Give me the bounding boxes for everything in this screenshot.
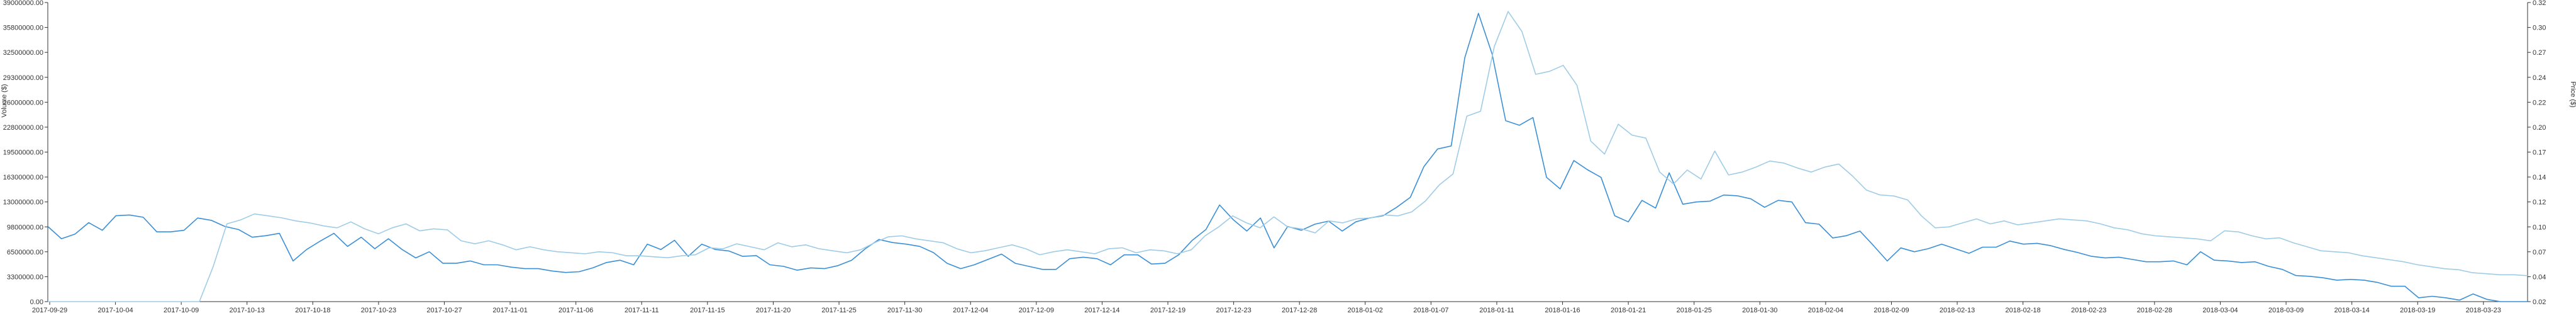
right-tick-label: 0.17 — [2533, 149, 2546, 157]
x-tick-label: 2017-11-25 — [821, 307, 856, 314]
x-tick-label: 2017-10-23 — [361, 307, 396, 314]
x-tick-label: 2018-01-02 — [1348, 307, 1383, 314]
left-tick-label: 3300000.00 — [7, 273, 43, 281]
right-tick-label: 0.30 — [2533, 25, 2546, 32]
left-tick-label: 0.00 — [30, 298, 43, 306]
right-axis-label: Price ($) — [2569, 81, 2576, 108]
right-tick-label: 0.04 — [2533, 273, 2546, 281]
series-group — [47, 11, 2528, 302]
x-tick-label: 2017-09-29 — [32, 307, 67, 314]
x-tick-label: 2018-01-21 — [1611, 307, 1646, 314]
right-tick-label: 0.22 — [2533, 99, 2546, 106]
left-tick-label: 9800000.00 — [7, 224, 43, 231]
x-tick-label: 2017-10-04 — [97, 307, 133, 314]
right-tick-label: 0.14 — [2533, 174, 2546, 181]
x-tick-label: 2018-02-23 — [2071, 307, 2106, 314]
price-series-line — [48, 11, 2528, 302]
right-axis-ticks: 0.02 0.04 0.07 0.10 0.12 0.14 0.17 0.20 0.22 0.24… — [2528, 0, 2546, 306]
x-tick-label: 2017-11-06 — [558, 307, 593, 314]
x-tick-label: 2018-01-07 — [1413, 307, 1448, 314]
right-tick-label: 0.27 — [2533, 49, 2546, 57]
left-tick-label: 13000000.00 — [3, 199, 43, 207]
x-tick-label: 2018-02-04 — [1808, 307, 1843, 314]
x-tick-label: 2017-10-13 — [230, 307, 265, 314]
x-tick-label: 2018-03-09 — [2268, 307, 2304, 314]
x-tick-label: 2018-02-13 — [1940, 307, 1975, 314]
right-tick-label: 0.10 — [2533, 224, 2546, 231]
x-tick-label: 2018-03-23 — [2466, 307, 2501, 314]
x-tick-label: 2017-12-28 — [1282, 307, 1317, 314]
x-tick-label: 2018-01-30 — [1742, 307, 1777, 314]
left-tick-label: 16300000.00 — [3, 174, 43, 181]
x-tick-label: 2017-10-27 — [426, 307, 462, 314]
left-tick-label: 39000000.00 — [3, 0, 43, 7]
x-tick-label: 2017-11-01 — [492, 307, 527, 314]
x-tick-label: 2017-12-23 — [1216, 307, 1251, 314]
right-tick-label: 0.07 — [2533, 249, 2546, 256]
left-tick-label: 6500000.00 — [7, 249, 43, 256]
x-tick-label: 2018-02-28 — [2137, 307, 2172, 314]
left-axis-ticks: 0.00 3300000.00 6500000.00 9800000.00 130000… — [3, 0, 48, 306]
x-tick-label: 2018-01-11 — [1479, 307, 1514, 314]
left-tick-label: 26000000.00 — [3, 99, 43, 106]
x-tick-label: 2017-12-04 — [953, 307, 988, 314]
x-tick-label: 2018-03-14 — [2334, 307, 2369, 314]
x-tick-label: 2018-02-09 — [1874, 307, 1909, 314]
x-tick-label: 2018-01-25 — [1677, 307, 1712, 314]
left-tick-label: 29300000.00 — [3, 74, 43, 82]
left-tick-label: 35800000.00 — [3, 25, 43, 32]
volume-series-line — [47, 13, 2528, 302]
x-tick-label: 2017-10-09 — [164, 307, 199, 314]
left-tick-label: 32500000.00 — [3, 49, 43, 57]
x-tick-label: 2018-03-04 — [2202, 307, 2238, 314]
x-tick-label: 2017-10-18 — [295, 307, 330, 314]
x-tick-label: 2018-01-16 — [1545, 307, 1580, 314]
x-tick-label: 2017-11-20 — [756, 307, 791, 314]
right-tick-label: 0.32 — [2533, 0, 2546, 7]
x-tick-label: 2017-12-19 — [1150, 307, 1185, 314]
right-tick-label: 0.02 — [2533, 298, 2546, 306]
x-tick-label: 2017-11-15 — [690, 307, 724, 314]
x-tick-label: 2018-03-19 — [2400, 307, 2435, 314]
left-tick-label: 22800000.00 — [3, 124, 43, 132]
left-axis-label: Volume ($) — [1, 84, 8, 117]
x-tick-label: 2017-12-09 — [1019, 307, 1054, 314]
right-tick-label: 0.12 — [2533, 199, 2546, 207]
x-axis-ticks: 2017-09-29 2017-10-04 2017-10-09 2017-10-13… — [32, 302, 2501, 314]
x-tick-label: 2018-02-18 — [2006, 307, 2041, 314]
right-tick-label: 0.24 — [2533, 74, 2546, 82]
x-tick-label: 2017-12-14 — [1084, 307, 1119, 314]
left-tick-label: 19500000.00 — [3, 149, 43, 157]
x-tick-label: 2017-11-30 — [887, 307, 922, 314]
x-tick-label: 2017-11-11 — [625, 307, 659, 314]
right-tick-label: 0.20 — [2533, 124, 2546, 132]
